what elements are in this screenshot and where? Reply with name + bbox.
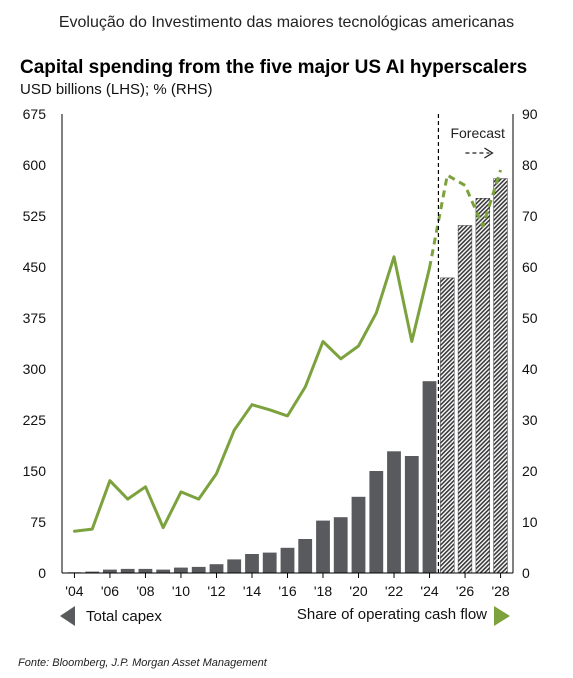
y-right-tick-40: 40 — [522, 361, 538, 377]
x-tick-label-2004: '04 — [65, 583, 83, 599]
capex-bar-2023 — [404, 456, 419, 573]
legend-share-operating-cash-flow: Share of operating cash flow — [297, 606, 487, 623]
x-tick-label-2020: '20 — [349, 583, 367, 599]
y-right-tick-30: 30 — [522, 412, 538, 428]
y-left-tick-300: 300 — [23, 361, 47, 377]
x-tick-label-2008: '08 — [136, 583, 154, 599]
y-right-tick-10: 10 — [522, 514, 538, 530]
y-right-tick-80: 80 — [522, 157, 538, 173]
y-left-tick-150: 150 — [23, 463, 47, 479]
capex-bar-2009 — [156, 569, 171, 573]
capex-bar-2028 — [493, 178, 508, 574]
capex-bar-2007 — [120, 568, 135, 573]
capex-chart: Forecast 0 75 150 225 300 375 450 525 600 675 0 10 20… — [23, 106, 538, 626]
capex-bar-2008 — [138, 568, 153, 573]
x-tick-label-2018: '18 — [314, 583, 332, 599]
capex-bar-2019 — [333, 517, 348, 573]
capex-bar-2016 — [280, 547, 295, 573]
capex-bar-2018 — [316, 520, 330, 573]
y-left-tick-600: 600 — [23, 157, 47, 173]
y-left-tick-525: 525 — [23, 208, 47, 224]
y-left-tick-375: 375 — [23, 310, 47, 326]
page-heading: Evolução do Investimento das maiores tec… — [58, 14, 515, 31]
capex-bar-2005 — [85, 571, 100, 573]
y-right-tick-90: 90 — [522, 106, 538, 122]
x-tick-label-2016: '16 — [278, 583, 296, 599]
capex-bar-2022 — [387, 451, 401, 573]
y-right-tick-50: 50 — [522, 310, 538, 326]
capex-bar-2017 — [298, 539, 313, 573]
y-left-tick-450: 450 — [23, 259, 47, 275]
capex-bar-2025 — [440, 277, 455, 574]
x-tick-label-2028: '28 — [491, 583, 509, 599]
chart-subtitle: USD billions (LHS); % (RHS) — [20, 81, 213, 98]
capex-bar-2014 — [245, 554, 259, 573]
capex-bar-2011 — [191, 566, 206, 573]
capex-bar-2020 — [351, 496, 366, 573]
y-left-tick-675: 675 — [23, 106, 47, 122]
x-tick-label-2024: '24 — [420, 583, 438, 599]
legend-total-capex: Total capex — [86, 608, 162, 625]
source-note: Fonte: Bloomberg, J.P. Morgan Asset Mana… — [18, 657, 267, 669]
capex-bar-2026 — [457, 225, 473, 574]
x-tick-label-2012: '12 — [207, 583, 225, 599]
capex-bar-2027 — [475, 198, 490, 574]
capex-bar-2012 — [209, 564, 224, 573]
capex-bar-2013 — [227, 559, 242, 573]
y-right-tick-70: 70 — [522, 208, 538, 224]
y-right-tick-60: 60 — [522, 259, 538, 275]
capex-bar-2021 — [369, 471, 384, 573]
share-line-actual — [72, 255, 431, 533]
capex-bar-2015 — [262, 552, 277, 573]
x-tick-label-2014: '14 — [243, 583, 261, 599]
legend-right-arrow-icon — [494, 606, 510, 626]
y-left-tick-75: 75 — [30, 514, 46, 530]
legend-left-arrow-icon — [60, 606, 75, 626]
x-tick-label-2026: '26 — [456, 583, 474, 599]
capex-bar-2024 — [422, 381, 437, 573]
chart-title: Capital spending from the five major US … — [20, 57, 528, 78]
x-tick-label-2010: '10 — [172, 583, 190, 599]
forecast-arrow-head — [484, 147, 494, 159]
capex-bar-2006 — [103, 569, 117, 573]
y-left-tick-0: 0 — [38, 565, 46, 581]
x-tick-label-2006: '06 — [101, 583, 119, 599]
y-left-tick-225: 225 — [23, 412, 47, 428]
y-right-tick-20: 20 — [522, 463, 538, 479]
forecast-label: Forecast — [450, 125, 505, 141]
share-line-forecast — [428, 169, 503, 269]
x-tick-label-2022: '22 — [385, 583, 403, 599]
capex-bar-2010 — [174, 567, 188, 573]
y-right-tick-0: 0 — [522, 565, 530, 581]
